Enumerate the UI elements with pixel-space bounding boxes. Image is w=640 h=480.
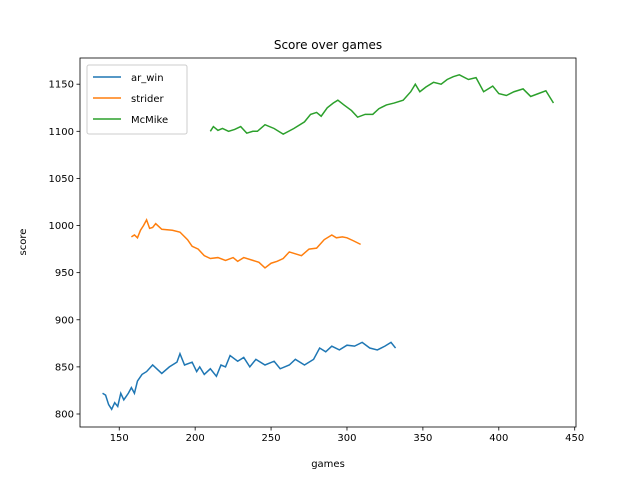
- legend-label: strider: [131, 94, 165, 105]
- y-axis-label: score: [18, 229, 29, 256]
- x-tick-label: 200: [186, 433, 205, 444]
- chart-title: Score over games: [274, 38, 382, 52]
- plot-frame: [79, 57, 577, 428]
- y-tick-label: 800: [55, 409, 74, 420]
- line-series: [102, 341, 397, 411]
- y-tick-label: 850: [55, 362, 74, 373]
- x-tick-label: 150: [110, 433, 129, 444]
- y-tick-label: 1150: [49, 80, 74, 91]
- x-tick-label: 350: [413, 433, 432, 444]
- line-series: [130, 218, 361, 269]
- x-axis-label: games: [311, 459, 345, 470]
- legend-label: McMike: [131, 115, 168, 126]
- x-tick-label: 400: [489, 433, 508, 444]
- y-tick-label: 1100: [49, 127, 74, 138]
- legend-label: ar_win: [131, 73, 164, 84]
- legend-box: [86, 64, 188, 135]
- y-tick-label: 900: [55, 315, 74, 326]
- x-tick-label: 300: [337, 433, 356, 444]
- y-tick-label: 1000: [49, 221, 74, 232]
- y-tick-label: 1050: [49, 174, 74, 185]
- x-tick-label: 250: [262, 433, 281, 444]
- line-series: [209, 73, 555, 136]
- y-tick-label: 950: [55, 268, 74, 279]
- x-tick-label: 450: [565, 433, 584, 444]
